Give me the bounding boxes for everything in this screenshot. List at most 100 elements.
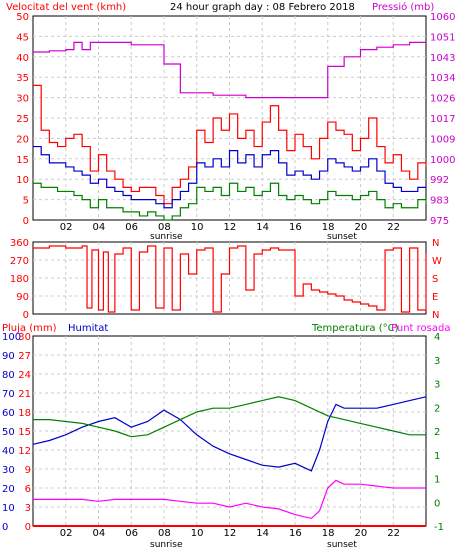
panel2-series [33,245,427,313]
p3-rain-tick: 30 [18,332,31,343]
p2-left-tick: 0 [23,310,29,321]
x-tick-label: 18 [322,222,335,233]
p3-hum-tick: 100 [2,332,21,343]
x-tick-label: 02 [60,222,73,233]
p1-left-tick: 35 [16,73,29,84]
x-tick-label: 20 [355,528,368,539]
x-tick-label: 16 [289,222,302,233]
p3-hum-tick: 10 [2,503,15,514]
x-tick-label: 22 [387,222,400,233]
p3-rain-tick: 9 [25,465,31,476]
p3-rain-tick: 24 [18,370,31,381]
p1-left-tick: 5 [23,196,29,207]
series-pressure [33,41,426,99]
x-tick-label: 22 [387,528,400,539]
p2-left-tick: 180 [10,274,29,285]
p2-right-tick: E [432,292,438,303]
p1-right-tick: 1034 [430,73,455,84]
p1-left-tick: 20 [16,134,29,145]
p3-rain-tick: 0 [25,522,31,533]
sunset-marker-p3: sunset [327,540,357,550]
x-tick-label: 20 [355,222,368,233]
p3-rain-tick: 6 [25,484,31,495]
sunrise-marker-p3: sunrise [150,540,183,550]
p3-rain-tick: 12 [18,446,31,457]
x-tick-label: 10 [191,222,204,233]
p2-right-tick: S [432,274,438,285]
p3-hum-tick: 90 [2,351,15,362]
p3-temp-tick: 0 [434,498,440,509]
x-tick-label: 02 [60,528,73,539]
x-tick-label: 18 [322,528,335,539]
series-wind_avg [33,145,426,209]
series-direction [33,245,427,313]
p3-rain-tick: 21 [18,389,31,400]
p2-left-tick: 90 [16,292,29,303]
x-tick-label: 08 [158,222,171,233]
series-humidity [32,396,427,472]
chart-title: 24 hour graph day : 08 Febrero 2018 [170,2,355,13]
p3-rain-tick: 3 [25,503,31,514]
p1-left-tick: 15 [16,155,29,166]
p3-hum-tick: 0 [2,522,8,533]
p3-hum-tick: 60 [2,408,15,419]
x-tick-label: 14 [256,222,269,233]
p1-right-tick: 1009 [430,134,455,145]
p1-left-tick: 0 [23,216,29,227]
p3-hum-tick: 50 [2,427,15,438]
p3-temp-tick: 3 [434,356,440,367]
p1-right-tick: 1000 [430,155,455,166]
p3-hum-tick: 70 [2,389,15,400]
p1-left-tick: 50 [16,12,29,23]
x-tick-label: 04 [93,222,106,233]
p2-left-tick: 270 [10,256,29,267]
p2-left-tick: 360 [10,238,29,249]
p1-left-tick: 45 [16,32,29,43]
p1-right-tick: 1026 [430,94,455,105]
series-wind_gust [33,84,427,205]
p1-left-tick: 40 [16,53,29,64]
p3-temp-tick: 2 [434,403,440,414]
pressure-axis-label: Pressió (mb) [372,1,434,13]
temperature-axis-label: Temperatura (°C) [311,323,399,334]
p3-rain-tick: 27 [18,351,31,362]
p2-right-tick: N [432,238,439,249]
series-temperature [33,396,426,438]
p3-hum-tick: 40 [2,446,15,457]
x-tick-label: 06 [125,222,138,233]
p3-hum-tick: 30 [2,465,15,476]
x-tick-label: 12 [224,528,237,539]
x-tick-label: 16 [289,528,302,539]
p1-left-tick: 25 [16,114,29,125]
p3-temp-tick: 3 [434,380,440,391]
p1-left-tick: 10 [16,175,29,186]
sunset-marker-p1: sunset [327,232,357,242]
p3-hum-tick: 20 [2,484,15,495]
p1-right-tick: 992 [430,175,449,186]
p3-temp-tick: 4 [434,332,440,343]
rain-axis-label: Pluja (mm) [2,323,57,334]
panel3-series [32,396,427,527]
series-dewpoint [33,479,426,520]
p1-right-tick: 1043 [430,53,455,64]
p3-temp-tick: -1 [434,522,444,533]
series-wind_min [33,182,427,221]
p1-right-tick: 1017 [430,114,455,125]
x-tick-label: 10 [191,528,204,539]
sunrise-marker-p1: sunrise [150,232,183,242]
p2-right-tick: N [432,310,439,321]
p3-hum-tick: 80 [2,370,15,381]
p1-left-tick: 30 [16,94,29,105]
p1-right-tick: 983 [430,196,449,207]
wind-axis-label: Velocitat del vent (kmh) [6,2,126,13]
p3-temp-tick: 1 [434,451,440,462]
p1-right-tick: 975 [430,216,449,227]
p2-right-tick: W [432,256,442,267]
x-tick-label: 14 [256,528,269,539]
p3-rain-tick: 15 [18,427,31,438]
p3-rain-tick: 18 [18,408,31,419]
humidity-axis-label: Humitat [68,323,108,334]
panel1-series [33,41,427,221]
